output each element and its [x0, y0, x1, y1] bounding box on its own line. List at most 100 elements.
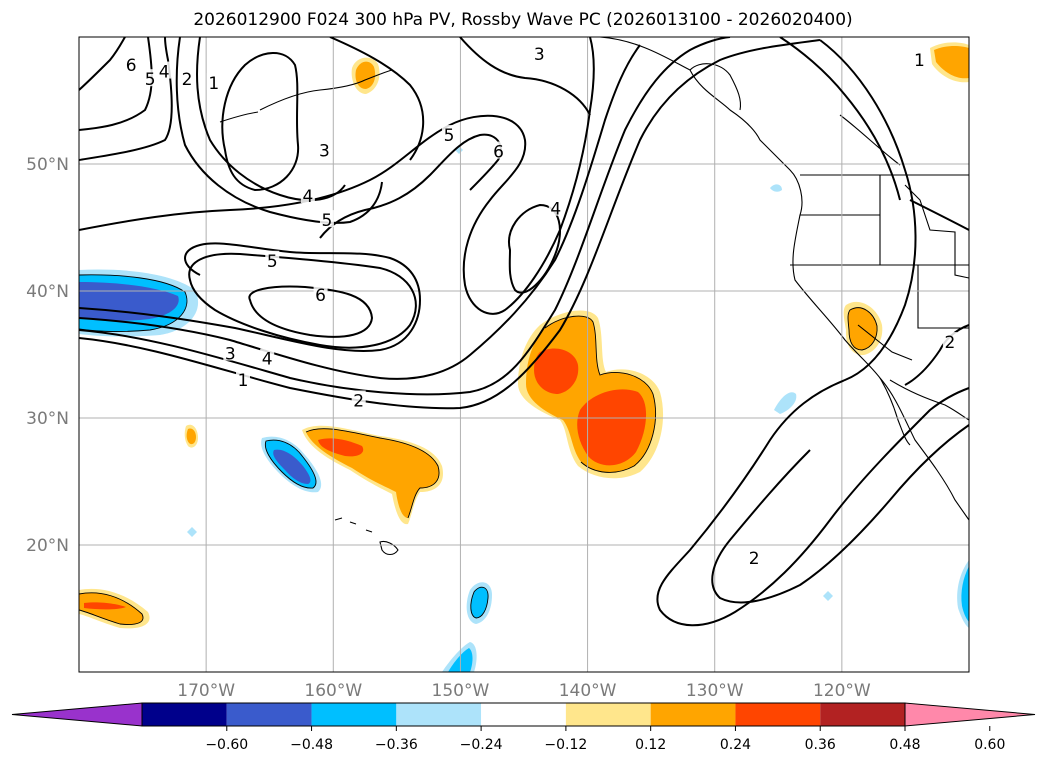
pc-region-positive-sw: [79, 588, 150, 629]
lon-tick-label: 140°W: [559, 681, 617, 701]
colorbar-tick-label: 0.12: [635, 737, 666, 753]
lon-tick-label: 120°W: [813, 681, 871, 701]
pv-contour-label-bg: [317, 140, 332, 158]
pv-contour-label: 5: [145, 70, 156, 90]
chart-title: 2026012900 F024 300 hPa PV, Rossby Wave …: [193, 10, 852, 30]
pv-contour-label-bg: [143, 69, 158, 87]
map-frame: [78, 36, 970, 673]
pv-contour-north-trough: [79, 37, 595, 315]
pv-contour-north-arc-7: [79, 37, 153, 131]
pv-contour-label: 1: [914, 51, 925, 71]
pv-contour-label: 6: [493, 143, 504, 163]
pv-contour-ridge-5: [909, 199, 969, 231]
pv-contour-label-bg: [157, 61, 172, 79]
colorbar-tick-label: 0.60: [974, 737, 1005, 753]
pv-contour-label: 4: [159, 63, 170, 83]
pv-contour-label-bg: [532, 43, 547, 61]
colorbar-swatch: [820, 703, 905, 726]
lat-tick-label: 20°N: [26, 536, 69, 556]
colorbar-tick-label: −0.60: [205, 737, 248, 753]
pv-contour-3-south: [79, 44, 641, 380]
pv-contour-label: 3: [319, 141, 330, 161]
colorbar-swatch: [481, 703, 566, 726]
pv-contour-label-bg: [319, 210, 334, 228]
pv-contour-label: 5: [322, 211, 333, 231]
pv-contour-label-bg: [300, 186, 315, 204]
pv-contour-north-arc-3: [221, 52, 300, 192]
pv-contour-5-center: [188, 252, 417, 349]
lon-tick-label: 150°W: [432, 681, 490, 701]
pv-contour-north-trough-2: [319, 133, 502, 239]
colorbar-swatch: [226, 703, 312, 726]
colorbar-tick-label: −0.36: [375, 737, 418, 753]
pv-contour-label: 2: [182, 70, 193, 90]
pv-contour-label: 2: [945, 333, 956, 353]
pv-contour-label-bg: [124, 55, 139, 73]
colorbar-swatch: [396, 703, 482, 726]
colorbar-tick-label: 0.24: [720, 737, 751, 753]
pc-region-positive-small: [184, 424, 198, 448]
pv-contour-label: 1: [238, 371, 249, 391]
pc-region-negative-dot-1: [774, 392, 797, 414]
pv-contour-label-bg: [223, 343, 238, 361]
pv-contour-north-arc-5: [459, 37, 591, 116]
pv-contour-north-arc-1: [175, 37, 383, 224]
pv-contour-label-bg: [260, 348, 275, 366]
pc-region-negative-dot-3: [823, 591, 833, 601]
pv-contour-label: 4: [302, 187, 313, 207]
colorbar-tick-label: 0.48: [889, 737, 920, 753]
pv-contour-label-bg: [747, 547, 762, 565]
lat-tick-label: 50°N: [26, 155, 69, 175]
pv-contour-label: 2: [749, 549, 760, 569]
pv-contour-2-south: [79, 37, 731, 396]
colorbar-tick-label: −0.24: [460, 737, 503, 753]
lon-tick-label: 130°W: [686, 681, 744, 701]
pv-contour-label-bg: [912, 50, 927, 68]
pv-contour-label: 6: [315, 286, 326, 306]
colorbar-tick-label: −0.12: [544, 737, 587, 753]
pv-contour-north-arc-2: [196, 37, 346, 202]
pc-region-positive-ne: [930, 42, 969, 83]
pc-region-negative-south: [442, 582, 492, 672]
pv-contour-4-east-loop: [508, 203, 561, 294]
pc-region-positive-central: [518, 310, 664, 479]
pv-contour-north-arc-4: [329, 37, 425, 161]
pv-contour-ridge-4: [779, 37, 901, 201]
pv-contour-north-arc-8: [79, 37, 126, 91]
colorbar-swatch: [142, 703, 227, 726]
pv-contour-label-bg: [265, 250, 280, 268]
pv-contour-ridge-2: [711, 424, 969, 604]
colorbar-swatch: [650, 703, 736, 726]
pv-contour-label: 5: [444, 126, 455, 146]
pv-contour-label: 4: [262, 350, 273, 370]
pv-contour-label-bg: [236, 370, 251, 388]
lat-tick-label: 30°N: [26, 409, 69, 429]
pv-contour-label: 1: [208, 74, 219, 94]
pv-contour-label-bg: [313, 285, 328, 303]
colorbar-tick-label: −0.48: [290, 737, 333, 753]
colorbar-tick-label: 0.36: [805, 737, 836, 753]
pv-contour-label-bg: [491, 141, 506, 159]
pv-contour-label-bg: [206, 72, 221, 90]
colorbar: −0.60 −0.48 −0.36 −0.24 −0.12 0.12 0.24 0.36 0.4…: [11, 702, 1036, 753]
colorbar-swatch: [311, 703, 397, 726]
pv-contour-label: 4: [550, 200, 561, 220]
lon-tick-label: 160°W: [304, 681, 362, 701]
pc-outlines: [79, 274, 878, 625]
colorbar-extend-high: [904, 702, 1036, 727]
pv-contour-label: 2: [353, 391, 364, 411]
lon-tick-label: 170°W: [177, 681, 235, 701]
colorbar-frame: [141, 702, 906, 727]
colorbar-swatch: [735, 703, 821, 726]
pv-contour-label-bg: [180, 69, 195, 87]
pv-contour-label: 3: [225, 345, 236, 365]
pc-region-negative-east: [957, 560, 969, 628]
pv-contour-label-bg: [441, 125, 456, 143]
pv-contour-north-arc-6: [79, 37, 173, 161]
pc-region-negative-north-hawaii: [261, 436, 322, 493]
pc-region-negative-dot-2: [770, 184, 782, 192]
pv-contour-label: 6: [126, 56, 137, 76]
pv-contour-6-center: [248, 285, 374, 338]
